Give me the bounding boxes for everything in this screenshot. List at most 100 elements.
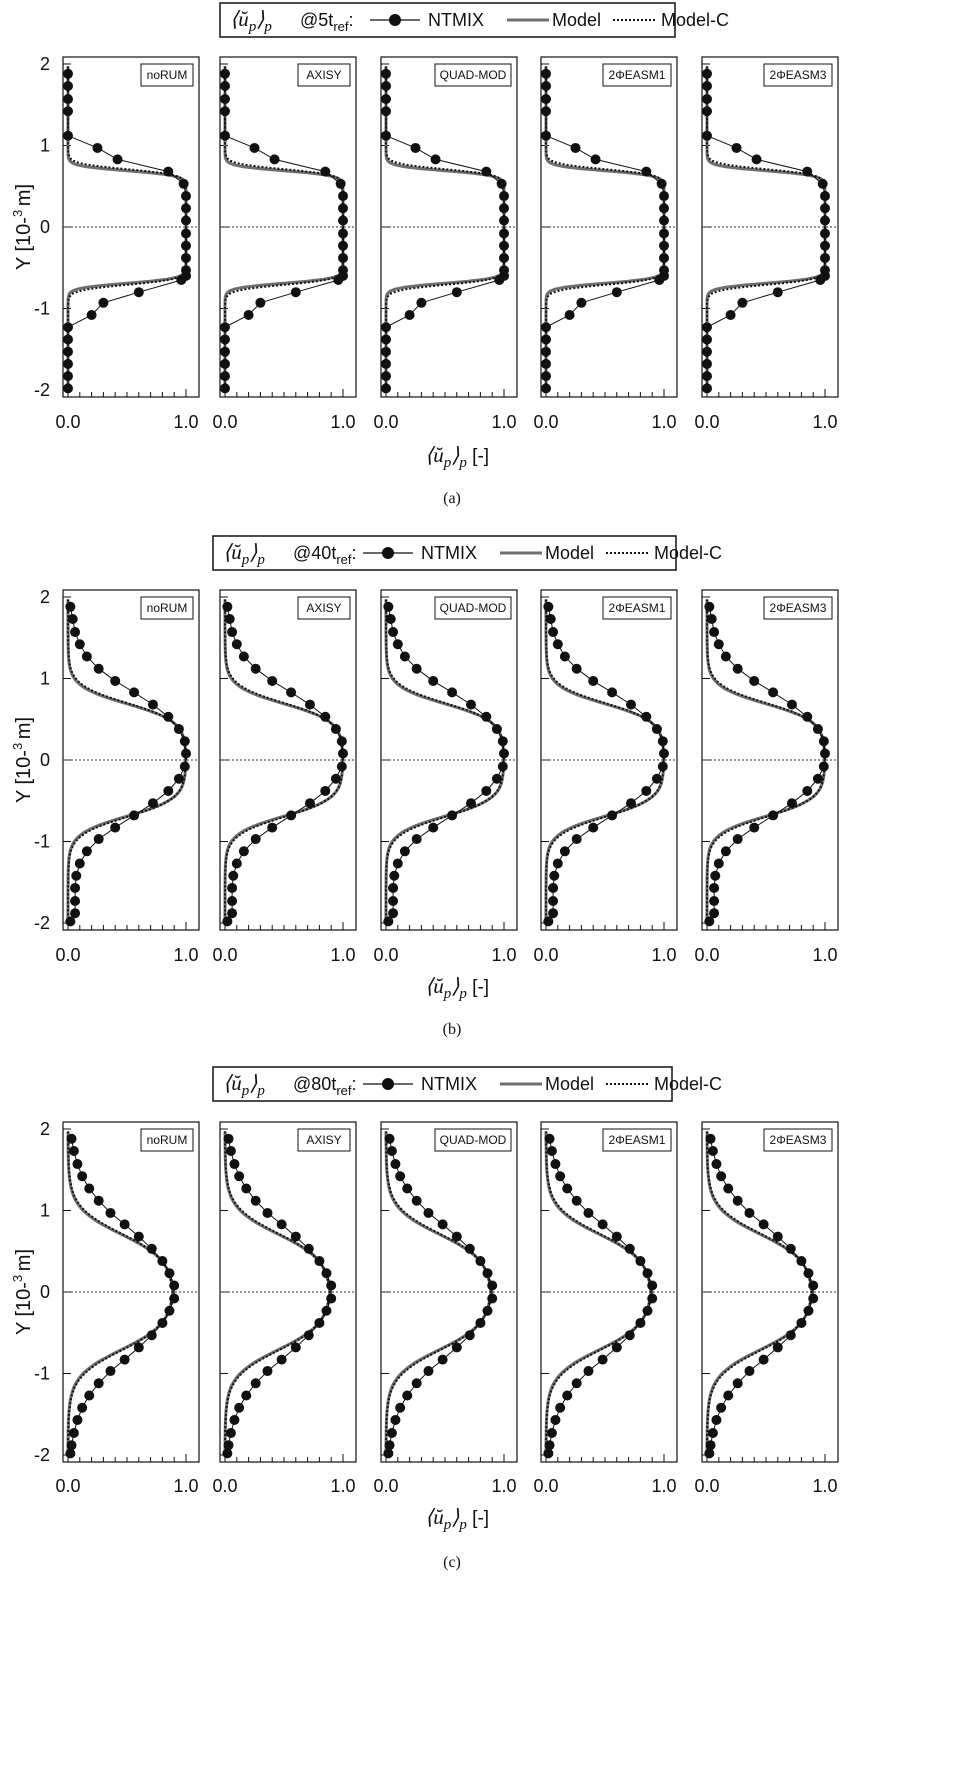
ntmix-point — [98, 297, 109, 308]
legend-at: @ — [293, 1074, 311, 1094]
ntmix-point — [820, 228, 830, 239]
ntmix-point — [713, 639, 724, 650]
series-modelc-line — [545, 1131, 652, 1453]
legend-model-label: Model — [545, 543, 594, 563]
legend-quantity: ⟨ŭp⟩p — [230, 7, 272, 35]
ntmix-point — [70, 908, 81, 919]
ntmix-point — [383, 1448, 394, 1459]
ntmix-point — [720, 651, 731, 662]
ntmix-point — [147, 699, 158, 710]
ntmix-point — [464, 1330, 475, 1341]
ntmix-point — [220, 334, 230, 345]
ntmix-point — [802, 785, 813, 796]
ntmix-point — [250, 834, 261, 845]
ntmix-point — [820, 748, 830, 759]
x-tick-label: 0.0 — [55, 945, 80, 965]
ntmix-point — [465, 798, 476, 809]
ntmix-point — [105, 1366, 116, 1377]
ntmix-point — [231, 858, 242, 869]
x-axis-label-subscript: p — [458, 1517, 467, 1533]
ntmix-point — [702, 371, 712, 382]
ntmix-point — [385, 614, 396, 625]
ntmix-point — [399, 846, 410, 857]
legend-colon: : — [348, 10, 353, 30]
panel-2-easm3: 2ΦEASM3 0.0 1.0 — [694, 56, 839, 432]
ntmix-point — [320, 785, 331, 796]
ntmix-point — [77, 1171, 88, 1182]
ntmix-point — [338, 228, 348, 239]
ntmix-point — [119, 1219, 130, 1230]
ntmix-point — [785, 1243, 796, 1254]
panel-axisy: AXISY 0.0 1.0 — [212, 1121, 357, 1496]
ntmix-point — [548, 627, 559, 638]
ntmix-point — [702, 106, 712, 117]
legend-t: t — [331, 543, 336, 563]
x-axis-label-unit: [-] — [467, 446, 489, 467]
ntmix-point — [543, 916, 554, 927]
figure-caption: (c) — [443, 1554, 461, 1571]
quantity-bracket: ⟩ — [256, 7, 264, 31]
panel-label: AXISY — [306, 601, 341, 615]
ntmix-point — [181, 240, 191, 251]
figure-caption: (b) — [443, 1021, 462, 1038]
ntmix-point — [541, 371, 551, 382]
ntmix-point — [497, 736, 508, 747]
ntmix-point — [395, 1171, 406, 1182]
ntmix-point — [494, 274, 505, 285]
panel-label-frame — [434, 63, 512, 87]
y-axis-label: Y [10-3 m] — [10, 717, 35, 803]
panel-label: 2ΦEASM1 — [609, 601, 666, 615]
ntmix-point — [225, 1427, 236, 1438]
ntmix-point — [220, 130, 230, 141]
x-axis-label-bracket: ⟩ — [451, 443, 459, 467]
legend: ⟨ŭp⟩p @40tref: NTMIX Model Model-C — [212, 535, 722, 571]
x-tick-label: 0.0 — [55, 412, 80, 432]
figure-b: ⟨ŭp⟩p @40tref: NTMIX Model Model-C Y [10-3 m]… — [10, 535, 839, 1038]
ntmix-point — [768, 687, 779, 698]
ntmix-point — [702, 81, 712, 92]
ntmix-point — [163, 711, 174, 722]
ntmix-point — [564, 310, 575, 321]
panel-label: 2ΦEASM3 — [770, 68, 827, 82]
x-tick-label: 0.0 — [212, 412, 237, 432]
x-tick-label: 0.0 — [694, 1476, 719, 1496]
y-tick-label: 2 — [40, 54, 50, 74]
ntmix-point — [386, 1427, 397, 1438]
panel-2-easm1: 2ΦEASM1 0.0 1.0 — [533, 1121, 678, 1496]
ntmix-point — [497, 761, 508, 772]
ntmix-point — [499, 748, 509, 759]
ntmix-point — [222, 1448, 233, 1459]
x-axis-label-unit: [-] — [467, 977, 489, 998]
ntmix-point — [81, 846, 92, 857]
ntmix-point — [541, 334, 551, 345]
x-axis-label-bracket: ⟩ — [451, 974, 459, 998]
ntmix-point — [63, 81, 73, 92]
ntmix-point — [571, 1378, 582, 1389]
ntmix-point — [820, 215, 830, 226]
ntmix-point — [388, 882, 399, 893]
quantity-subscript: p — [256, 1083, 265, 1099]
ntmix-point — [320, 711, 331, 722]
x-axis-label: ⟨ŭp⟩p [-] — [425, 1505, 489, 1533]
ntmix-point — [543, 1448, 554, 1459]
ntmix-point — [559, 846, 570, 857]
ntmix-point — [702, 94, 712, 105]
x-tick-label: 0.0 — [373, 1476, 398, 1496]
ntmix-point — [181, 203, 191, 214]
x-tick-label: 1.0 — [491, 1476, 516, 1496]
ntmix-point — [68, 1146, 79, 1157]
ntmix-point — [234, 1171, 245, 1182]
ntmix-point — [499, 240, 509, 251]
ntmix-point — [68, 1427, 79, 1438]
ntmix-point — [147, 798, 158, 809]
x-axis-label-bracket: ⟩ — [451, 1505, 459, 1529]
ntmix-point — [482, 1305, 493, 1316]
ntmix-point — [549, 870, 560, 881]
ntmix-point — [388, 908, 399, 919]
panel-quad-mod: QUAD-MOD 0.0 1.0 — [373, 56, 518, 432]
ntmix-point — [451, 1231, 462, 1242]
ntmix-point — [119, 1354, 130, 1365]
ntmix-point — [499, 203, 509, 214]
ntmix-point — [249, 142, 260, 153]
y-tick-label: 0 — [40, 217, 50, 237]
